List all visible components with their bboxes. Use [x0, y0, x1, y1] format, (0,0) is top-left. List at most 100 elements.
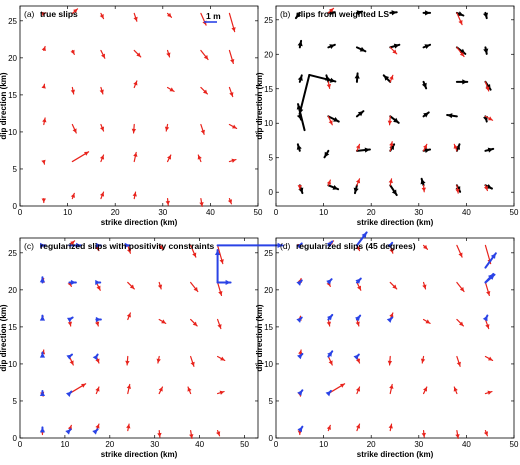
- slip-arrow-head: [67, 317, 73, 323]
- slip-arrow: [158, 244, 164, 250]
- slip-arrow-head: [158, 387, 163, 392]
- slip-arrow: [484, 281, 491, 297]
- slip-arrow: [389, 10, 398, 16]
- slip-arrow: [157, 429, 162, 438]
- slip-arrow-head: [486, 290, 491, 296]
- panel-a-arrows: [41, 8, 238, 207]
- slip-arrow: [453, 386, 458, 395]
- slip-arrow-head: [277, 242, 283, 249]
- slip-arrow: [294, 11, 301, 20]
- slip-arrow: [389, 184, 398, 197]
- slip-arrow: [41, 159, 46, 165]
- slip-arrow-head: [73, 8, 78, 14]
- slip-arrow-head: [389, 384, 394, 389]
- slip-arrow: [355, 110, 365, 118]
- slip-arrow-head: [355, 358, 361, 364]
- slip-arrow-head: [420, 358, 426, 364]
- slip-arrow-head: [425, 319, 431, 324]
- slip-arrow-head: [392, 284, 397, 289]
- y-tick-label: 10: [264, 360, 273, 369]
- slip-arrow: [389, 281, 398, 290]
- slip-arrow-head: [156, 358, 161, 364]
- slip-arrow: [483, 184, 489, 192]
- slip-arrow: [355, 147, 371, 153]
- slip-arrow-head: [297, 185, 302, 190]
- slip-arrow: [355, 423, 361, 432]
- panel-c-ylabel: dip direction (km): [0, 304, 8, 371]
- slip-arrow-head: [355, 321, 360, 326]
- panel-c-arrows: [39, 240, 284, 439]
- slip-arrow-head: [364, 147, 370, 153]
- slip-arrow-head: [327, 314, 333, 321]
- slip-arrow: [484, 318, 490, 330]
- slip-arrow: [422, 147, 432, 154]
- slip-arrow: [308, 73, 337, 83]
- slip-arrow: [227, 197, 233, 205]
- slip-arrow: [484, 272, 495, 284]
- slip-arrow: [327, 10, 336, 16]
- slip-arrow: [422, 43, 432, 50]
- slip-arrow: [297, 39, 303, 49]
- slip-arrow-head: [95, 321, 100, 326]
- slip-arrow-head: [40, 242, 46, 249]
- slip-arrow: [71, 8, 79, 15]
- slip-arrow: [355, 46, 367, 53]
- slip-arrow: [132, 191, 137, 200]
- slip-arrow: [41, 83, 46, 89]
- slip-arrow: [165, 197, 171, 206]
- slip-arrow: [228, 158, 237, 163]
- slip-arrow: [200, 86, 208, 95]
- slip-arrow-head: [95, 316, 101, 323]
- slip-arrow: [92, 353, 99, 361]
- slip-arrow-head: [456, 361, 461, 367]
- slip-arrow: [190, 281, 199, 293]
- slip-arrow-head: [189, 434, 194, 439]
- slip-arrow: [40, 242, 47, 249]
- slip-arrow-head: [214, 249, 221, 255]
- slip-arrow-head: [423, 144, 427, 149]
- x-tick-label: 50: [510, 440, 519, 449]
- slip-arrow: [483, 11, 489, 20]
- slip-arrow: [131, 123, 137, 134]
- slip-arrow-head: [355, 387, 361, 392]
- y-tick-label: 0: [269, 434, 274, 443]
- slip-arrow: [356, 281, 362, 291]
- slip-arrow: [216, 318, 222, 330]
- y-tick-label: 0: [13, 434, 18, 443]
- slip-arrow-head: [483, 431, 489, 436]
- x-tick-label: 10: [60, 440, 69, 449]
- slip-arrow-head: [355, 144, 361, 149]
- slip-arrow-head: [157, 432, 162, 438]
- slip-arrow: [422, 10, 432, 16]
- slip-arrow: [387, 355, 393, 366]
- slip-arrow-head: [424, 147, 431, 154]
- slip-arrow-head: [356, 10, 363, 16]
- slip-arrow-head: [393, 117, 399, 123]
- slip-arrow: [297, 184, 302, 190]
- slip-arrow: [387, 115, 393, 126]
- slip-arrow: [92, 428, 99, 435]
- slip-arrow-head: [157, 284, 163, 289]
- slip-arrow-head: [388, 424, 393, 429]
- slip-arrow: [126, 383, 132, 395]
- slip-arrow-head: [355, 178, 361, 184]
- slip-arrow-head: [326, 279, 332, 285]
- y-tick-label: 5: [269, 397, 274, 406]
- slip-arrow: [389, 115, 400, 124]
- slip-arrow-head: [203, 55, 209, 60]
- y-tick-label: 25: [8, 17, 17, 26]
- slip-arrow: [67, 316, 74, 323]
- scale-bar: 1 m: [204, 11, 221, 23]
- slip-arrow: [133, 80, 138, 89]
- slip-arrow: [68, 279, 77, 286]
- slip-arrow-head: [326, 321, 332, 326]
- slip-arrow-head: [197, 155, 202, 160]
- slip-arrow-head: [70, 49, 75, 55]
- slip-arrow-head: [41, 46, 46, 52]
- slip-arrow: [68, 242, 83, 249]
- slip-arrow-head: [297, 426, 303, 433]
- slip-arrow-head: [357, 111, 364, 117]
- slip-arrow: [190, 318, 198, 327]
- slip-arrow-head: [359, 46, 366, 52]
- slip-arrow: [355, 10, 364, 16]
